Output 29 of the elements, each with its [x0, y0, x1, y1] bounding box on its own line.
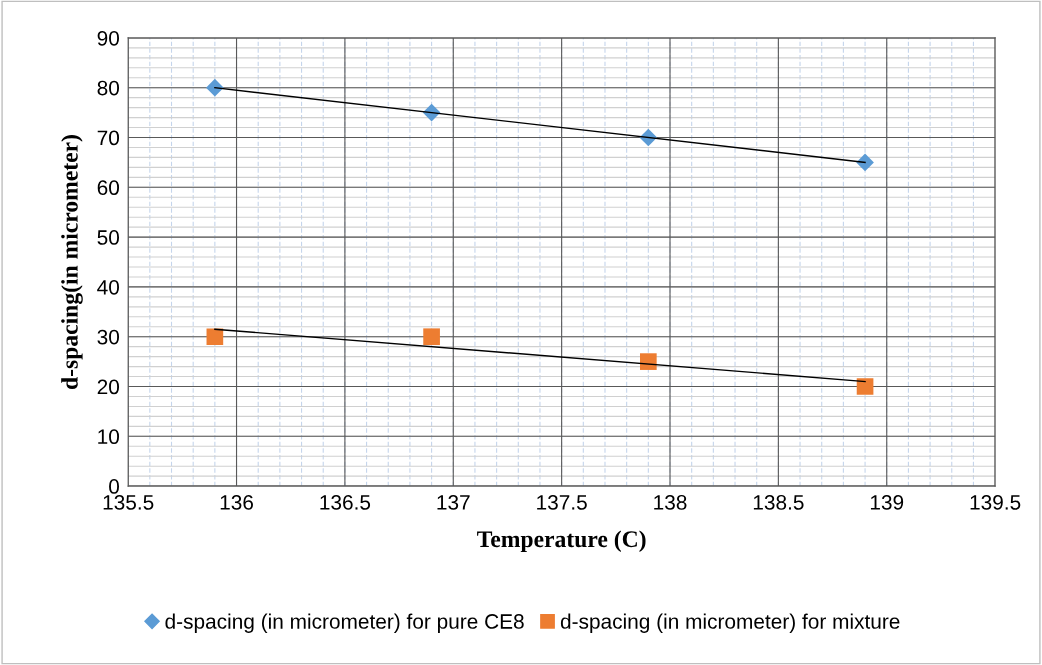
point	[206, 78, 224, 97]
x-tick-label: 136.5	[320, 495, 371, 510]
y-tick-label: 0	[109, 479, 120, 494]
point	[856, 153, 874, 172]
point	[423, 328, 440, 346]
point	[206, 328, 224, 346]
x-tick-label: 138	[654, 495, 687, 510]
x-tick-label: 137	[437, 495, 470, 510]
x-axis-title: Temperature (C)	[477, 530, 646, 552]
y-tick-label: 10	[98, 429, 120, 445]
x-tick-label: 137.5	[537, 495, 587, 510]
y-tick-label: 50	[97, 230, 120, 245]
x-tick-label: 135.5	[103, 495, 154, 510]
y-tick-label: 30	[97, 329, 120, 345]
y-tick-label: 80	[97, 80, 120, 96]
x-tick-label: 136	[220, 495, 253, 510]
x-tick-label: 139.5	[970, 495, 1021, 510]
x-tick-label: 138.5	[753, 495, 804, 510]
legend-label: d-spacing (in micrometer) for mixture	[560, 613, 900, 633]
y-tick-label: 70	[97, 130, 120, 146]
y-tick-label: 20	[97, 379, 120, 395]
legend-label: d-spacing (in micrometer) for pure CE8	[165, 613, 524, 633]
y-axis-title: d-spacing(in micrometer)	[61, 135, 83, 390]
y-tick-label: 90	[97, 30, 120, 46]
y-tick-label: 60	[97, 180, 120, 196]
y-tick-label: 40	[97, 279, 120, 295]
point	[640, 353, 657, 370]
x-tick-label: 139	[870, 495, 904, 510]
point	[856, 378, 874, 395]
